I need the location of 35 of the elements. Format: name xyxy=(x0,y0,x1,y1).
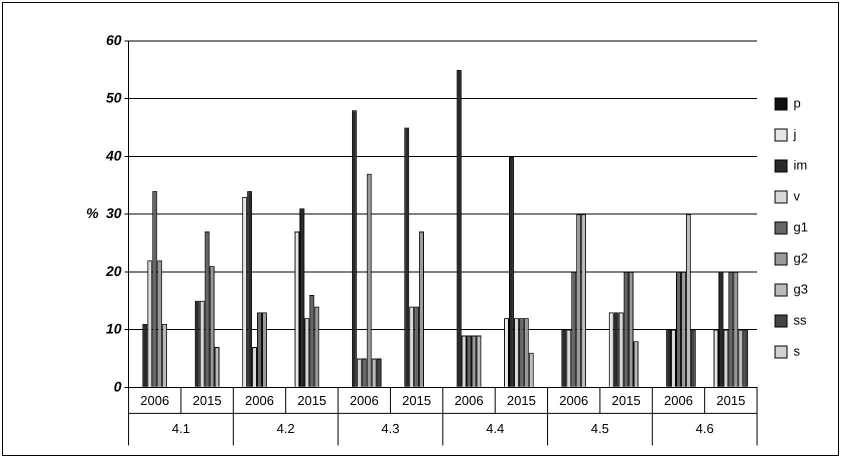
y-tick-label: 30 xyxy=(106,205,122,222)
legend-label: s xyxy=(794,344,801,359)
y-tick-label: 0 xyxy=(114,378,122,394)
text: 4.5 xyxy=(590,420,609,436)
text: 4.1 xyxy=(172,420,190,436)
x-tick-label: 2015 xyxy=(402,392,432,408)
legend-label: ss xyxy=(794,312,808,328)
x-tick-label: 2015 xyxy=(612,392,641,408)
legend-label: v xyxy=(794,188,801,204)
x-tick-label: 2006 xyxy=(454,392,484,408)
x-tick-label: 2015 xyxy=(506,392,536,408)
legend-label: j xyxy=(792,126,797,142)
text: 4.6 xyxy=(696,420,714,436)
legend-label: g3 xyxy=(794,282,808,297)
legend-label: im xyxy=(794,158,808,173)
x-tick-label: 2006 xyxy=(559,392,588,408)
text: 4.4 xyxy=(486,420,504,436)
x-tick-label: 2006 xyxy=(140,392,170,408)
y-tick-label: 60 xyxy=(106,32,122,48)
legend-label: g2 xyxy=(794,250,808,266)
text: 4.3 xyxy=(381,420,400,436)
legend-label: g1 xyxy=(794,220,808,235)
x-tick-label: 2006 xyxy=(245,392,274,408)
y-tick-label: 10 xyxy=(106,320,122,337)
y-axis-title: % xyxy=(86,205,100,222)
x-tick-label: 2015 xyxy=(716,392,746,408)
x-tick-label: 2015 xyxy=(192,392,222,408)
x-tick-label: 2015 xyxy=(297,392,326,408)
y-tick-label: 40 xyxy=(104,147,122,164)
legend-label: p xyxy=(794,96,801,111)
y-tick-label: 20 xyxy=(104,262,122,279)
x-tick-label: 2006 xyxy=(664,392,693,408)
x-tick-label: 2006 xyxy=(350,392,379,408)
y-tick-label: 50 xyxy=(106,90,122,106)
text: 4.2 xyxy=(276,420,295,436)
